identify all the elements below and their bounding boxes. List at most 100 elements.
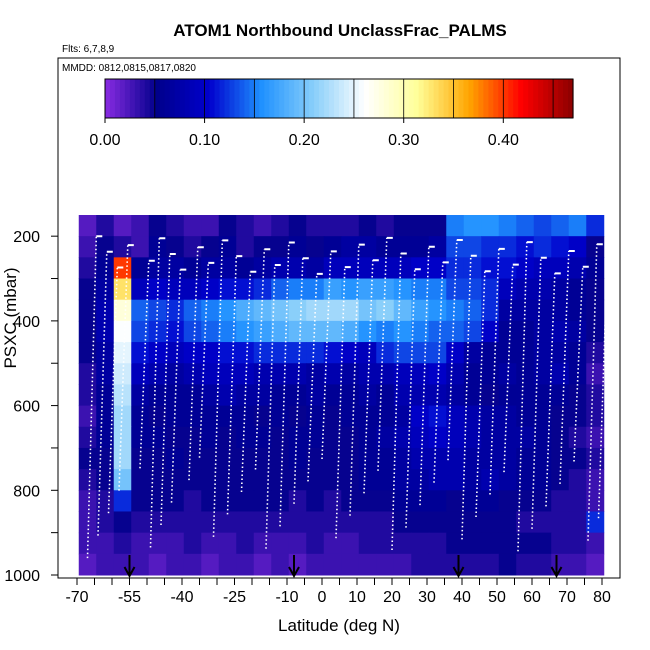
heatmap-cell <box>358 426 377 449</box>
heatmap-cell <box>201 236 220 258</box>
heatmap-cell <box>376 553 395 576</box>
colorbar-tick-label: 0.30 <box>388 132 419 149</box>
heatmap-cell <box>113 469 132 491</box>
heatmap-cell <box>183 257 202 280</box>
colorbar-segment <box>548 79 554 118</box>
heatmap-cell <box>271 426 290 449</box>
heatmap-cell <box>271 236 290 258</box>
colorbar-segment <box>269 79 275 118</box>
heatmap-cell <box>533 384 552 407</box>
heatmap-cell <box>236 511 255 534</box>
heatmap-cell <box>551 342 570 364</box>
heatmap-cell <box>166 342 185 364</box>
x-tick-label: 30 <box>418 589 436 606</box>
colorbar-segment <box>234 79 241 118</box>
heatmap-cell <box>446 236 465 258</box>
heatmap-cell <box>271 342 290 364</box>
colorbar-segment <box>568 79 574 118</box>
heatmap-cell <box>253 532 272 555</box>
heatmap-cell <box>516 384 535 407</box>
heatmap-cell <box>183 447 202 470</box>
heatmap-cell <box>113 278 132 301</box>
x-tick-label: 0 <box>318 589 327 606</box>
heatmap-cell <box>306 257 325 280</box>
colorbar-segment <box>463 79 470 118</box>
heatmap-cell <box>78 278 97 301</box>
heatmap-cell <box>358 342 377 364</box>
heatmap-cell <box>446 426 465 449</box>
heatmap-cell <box>78 426 97 449</box>
heatmap-cell <box>393 363 412 385</box>
colorbar-segment <box>458 79 465 118</box>
y-axis: 200 400 600 800 1000 <box>4 229 58 585</box>
heatmap-cell <box>516 469 535 491</box>
heatmap-cell <box>358 447 377 470</box>
heatmap-cell <box>236 257 255 280</box>
colorbar-segment <box>184 79 191 118</box>
heatmap-cell <box>568 278 587 301</box>
heatmap-cell <box>78 405 97 428</box>
heatmap-cell <box>358 511 377 534</box>
colorbar-segment <box>523 79 529 118</box>
colorbar-segment <box>289 79 295 118</box>
heatmap-cell <box>148 469 167 491</box>
heatmap-cell <box>131 532 150 555</box>
heatmap-cell <box>498 490 517 512</box>
heatmap-cell <box>498 363 517 385</box>
heatmap-cell <box>446 363 465 385</box>
heatmap-cell <box>516 236 535 258</box>
colorbar-segment <box>119 79 126 118</box>
heatmap-cell <box>96 469 115 491</box>
heatmap-cell <box>481 363 500 385</box>
colorbar-segment <box>563 79 569 118</box>
heatmap-cell <box>376 384 395 407</box>
heatmap-cell <box>411 320 430 343</box>
heatmap-cell <box>516 278 535 301</box>
heatmap-cell <box>446 447 465 470</box>
colorbar-segment <box>533 79 539 118</box>
heatmap-cell <box>288 532 307 555</box>
colorbar-segment <box>254 79 260 118</box>
colorbar-segment <box>353 79 360 118</box>
heatmap-cell <box>253 236 272 258</box>
colorbar-segment <box>219 79 226 118</box>
colorbar-segment <box>498 79 504 118</box>
heatmap-cell <box>236 278 255 301</box>
heatmap-cell <box>533 236 552 258</box>
heatmap-cell <box>428 236 447 258</box>
heatmap-cell <box>288 236 307 258</box>
heatmap-cell <box>201 447 220 470</box>
colorbar-segment <box>294 79 300 118</box>
heatmap-cell <box>393 278 412 301</box>
heatmap-cell <box>288 342 307 364</box>
flight-tracks <box>86 235 614 559</box>
flight-level-leg <box>96 235 614 275</box>
heatmap-cell <box>131 342 150 364</box>
heatmap-cell <box>358 278 377 301</box>
colorbar-segment <box>134 79 141 118</box>
heatmap-cell <box>481 215 500 237</box>
heatmap-cell <box>446 469 465 491</box>
heatmap-cell <box>358 553 377 576</box>
heatmap-cell <box>306 299 325 322</box>
colorbar-segment <box>124 79 131 118</box>
heatmap-cell <box>166 320 185 343</box>
colorbar-segment <box>518 79 524 118</box>
heatmap-cell <box>183 215 202 237</box>
y-axis-label: PSXC (mbar) <box>1 267 20 368</box>
colorbar-segment <box>343 79 350 118</box>
heatmap-cell <box>271 215 290 237</box>
heatmap-cell <box>411 511 430 534</box>
heatmap-cell <box>201 278 220 301</box>
heatmap-cell <box>428 299 447 322</box>
heatmap-cell <box>481 342 500 364</box>
heatmap-cell <box>306 511 325 534</box>
heatmap-cell <box>341 299 360 322</box>
heatmap-cell <box>113 490 132 512</box>
heatmap-cell <box>148 342 167 364</box>
heatmap-cell <box>516 320 535 343</box>
colorbar-segment <box>528 79 534 118</box>
heatmap-cell <box>568 215 587 237</box>
heatmap-cell <box>236 320 255 343</box>
colorbar-segment <box>483 79 489 118</box>
